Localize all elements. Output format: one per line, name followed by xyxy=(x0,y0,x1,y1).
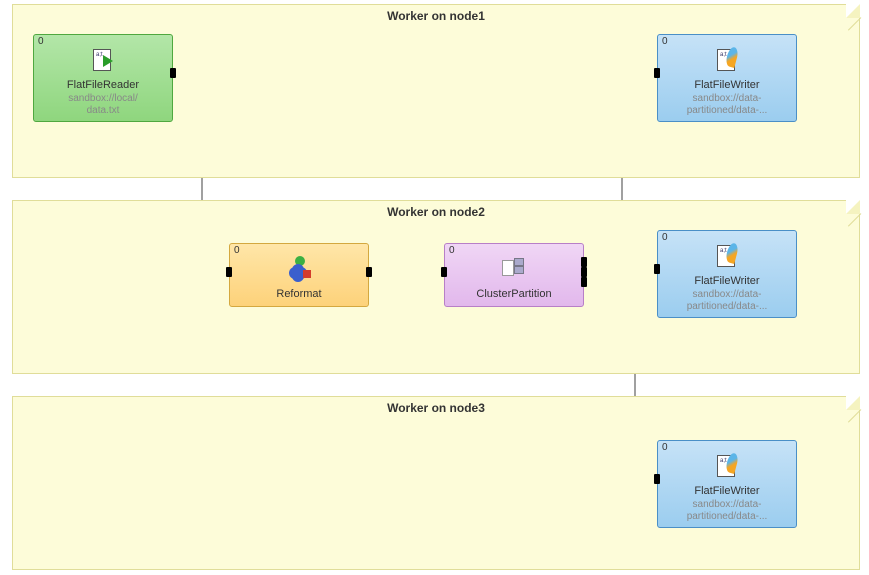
node-label: FlatFileWriter xyxy=(658,79,796,91)
reformat-icon xyxy=(285,256,313,284)
input-port[interactable] xyxy=(441,267,447,277)
node-label: ClusterPartition xyxy=(445,288,583,300)
node-label: Reformat xyxy=(230,288,368,300)
writer-icon xyxy=(713,453,741,481)
reader-icon xyxy=(89,47,117,75)
writer-icon xyxy=(713,243,741,271)
node-sublabel: sandbox://local/data.txt xyxy=(34,93,172,117)
worker-panel-title: Worker on node1 xyxy=(387,9,485,23)
input-port[interactable] xyxy=(226,267,232,277)
writer-icon xyxy=(713,47,741,75)
graph-node-flatfilewriter[interactable]: 0 FlatFileWriter sandbox://data-partitione… xyxy=(657,440,797,528)
output-port[interactable] xyxy=(581,277,587,287)
node-index: 0 xyxy=(662,36,668,47)
node-index: 0 xyxy=(662,442,668,453)
node-label: FlatFileReader xyxy=(34,79,172,91)
input-port[interactable] xyxy=(654,68,660,78)
node-index: 0 xyxy=(38,36,44,47)
node-sublabel: sandbox://data-partitioned/data-... xyxy=(658,289,796,313)
graph-node-flatfilewriter[interactable]: 0 FlatFileWriter sandbox://data-partitione… xyxy=(657,230,797,318)
node-index: 0 xyxy=(662,232,668,243)
worker-panel-title: Worker on node2 xyxy=(387,205,485,219)
output-port[interactable] xyxy=(581,257,587,267)
node-sublabel: sandbox://data-partitioned/data-... xyxy=(658,93,796,117)
graph-node-reformat[interactable]: 0 Reformat xyxy=(229,243,369,307)
node-index: 0 xyxy=(234,245,240,256)
worker-panel-title: Worker on node3 xyxy=(387,401,485,415)
graph-node-flatfilereader[interactable]: 0 FlatFileReader sandbox://local/data.txt xyxy=(33,34,173,122)
output-port[interactable] xyxy=(170,68,176,78)
graph-node-clusterpartition[interactable]: 0 ClusterPartition xyxy=(444,243,584,307)
cluster-icon xyxy=(500,256,528,284)
input-port[interactable] xyxy=(654,264,660,274)
graph-node-flatfilewriter[interactable]: 0 FlatFileWriter sandbox://data-partitione… xyxy=(657,34,797,122)
output-port[interactable] xyxy=(581,267,587,277)
node-sublabel: sandbox://data-partitioned/data-... xyxy=(658,499,796,523)
output-port[interactable] xyxy=(366,267,372,277)
node-label: FlatFileWriter xyxy=(658,485,796,497)
node-label: FlatFileWriter xyxy=(658,275,796,287)
node-index: 0 xyxy=(449,245,455,256)
input-port[interactable] xyxy=(654,474,660,484)
